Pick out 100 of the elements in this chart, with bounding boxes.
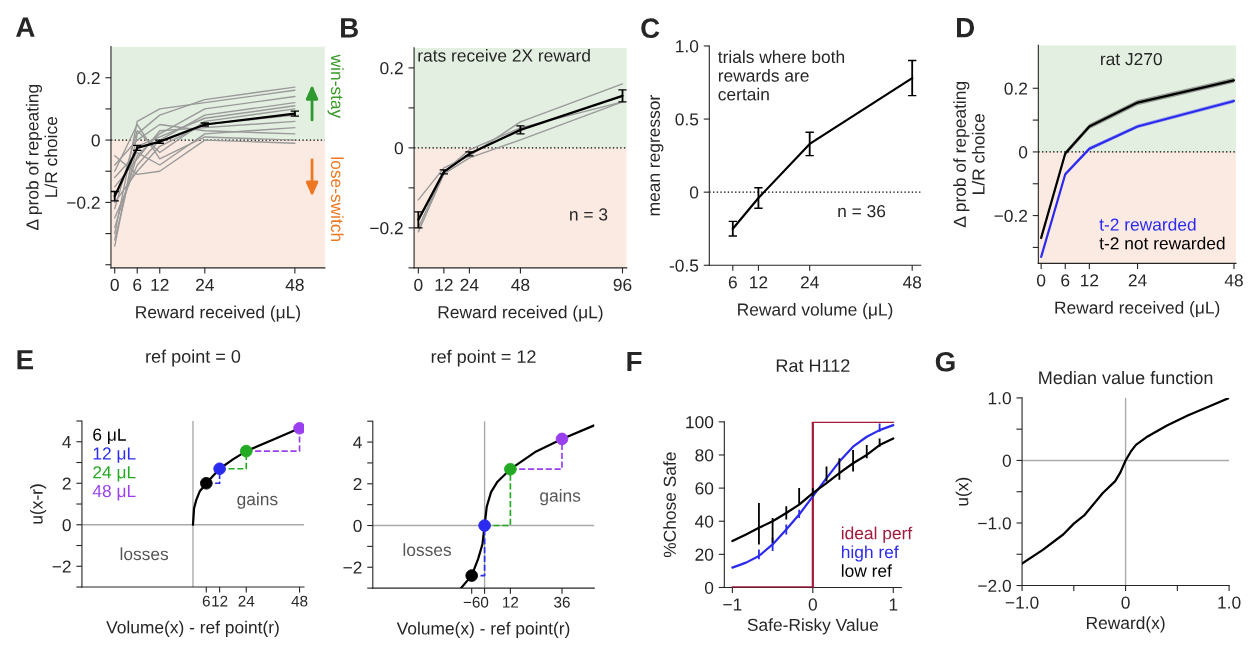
x-tick-label: 12 xyxy=(1081,274,1099,287)
text: F xyxy=(627,351,642,372)
x-tick-label: 0 xyxy=(110,278,119,292)
x-axis-title: Safe-Risky Value xyxy=(747,618,879,635)
x-tick-label: 48 xyxy=(285,278,304,292)
annotation: losses xyxy=(403,543,452,557)
x-tick-label: 12 xyxy=(435,278,453,291)
text: win-stay xyxy=(327,54,344,119)
x-axis-title: Reward received (μL) xyxy=(136,305,301,322)
y-tick-label: −0.2 xyxy=(994,209,1028,223)
y-tick-label: 0 xyxy=(62,518,71,532)
annotation: gains xyxy=(540,489,581,506)
x-axis-title: Reward volume (μL) xyxy=(738,302,893,320)
x-tick-label: 1 xyxy=(889,598,898,611)
y-tick-label: -0.5 xyxy=(669,259,699,272)
y-tick-label: 0 xyxy=(1002,454,1011,467)
text: high ref xyxy=(841,545,899,562)
y-tick-label: 100 xyxy=(686,416,714,429)
x-tick-label: −6 xyxy=(463,596,480,608)
x-tick-label: 0 xyxy=(480,596,489,608)
x-tick-label: 6 xyxy=(1061,274,1070,287)
y-tick-label: 0.2 xyxy=(1004,82,1028,95)
x-tick-label: 24 xyxy=(196,278,214,291)
x-axis-title: Reward received (μL) xyxy=(1055,301,1220,318)
text: G xyxy=(935,351,955,372)
x-tick-label: 12 xyxy=(503,596,519,608)
text: 48 μL xyxy=(92,484,136,501)
annotation: rat J270 xyxy=(1101,52,1162,66)
y-tick-label: 4 xyxy=(353,436,362,449)
x-tick-label: 24 xyxy=(238,595,255,607)
x-tick-label: 24 xyxy=(460,278,479,291)
x-tick-label: 6 xyxy=(728,276,737,289)
y-tick-label: −2 xyxy=(343,561,362,574)
y-tick-label: 0 xyxy=(689,186,699,199)
y-tick-label: 20 xyxy=(695,548,714,561)
y-tick-label: 1.0 xyxy=(676,40,699,53)
annotation: gains xyxy=(237,492,278,509)
x-axis-title: Volume(x) - ref point(r) xyxy=(396,621,570,638)
y-tick-label: 0.5 xyxy=(675,113,699,126)
x-tick-label: 12 xyxy=(151,278,169,291)
chart-title: ref point = 0 xyxy=(146,349,241,367)
y-tick-label: 4 xyxy=(62,436,72,449)
text: 6 μL xyxy=(93,428,126,445)
y-tick-label: 2 xyxy=(353,477,362,491)
y-tick-label: −1.0 xyxy=(978,517,1011,530)
y-axis-title: Δ prob of repeating L/R choice xyxy=(25,84,58,231)
x-tick-label: 0 xyxy=(1036,274,1046,287)
text: E xyxy=(17,350,34,370)
y-tick-label: 0 xyxy=(1018,146,1028,159)
text: C xyxy=(641,18,660,39)
y-tick-label: −2 xyxy=(52,560,71,573)
x-tick-label: 1.0 xyxy=(1218,596,1241,609)
y-axis-title: %Chose Safe xyxy=(663,452,676,558)
x-tick-label: 6 xyxy=(133,278,142,292)
y-tick-label: 0 xyxy=(91,134,100,147)
x-axis-title: Reward(x) xyxy=(1086,616,1165,633)
y-tick-label: 2 xyxy=(62,477,71,490)
x-tick-label: 24 xyxy=(800,276,819,289)
y-tick-label: −0.2 xyxy=(67,196,100,209)
text: 24 μL xyxy=(93,466,136,482)
y-axis-title: u(x-r) xyxy=(29,484,47,524)
chart-title: ref point = 12 xyxy=(431,349,536,367)
annotation: trials where both rewards are certain xyxy=(718,50,845,101)
x-tick-label: 0 xyxy=(808,598,817,611)
text: low ref xyxy=(841,564,892,577)
x-tick-label: 12 xyxy=(212,595,228,607)
x-tick-label: 48 xyxy=(902,276,922,289)
x-axis-title: Reward received (μL) xyxy=(438,305,603,322)
x-axis-title: Volume(x) - ref point(r) xyxy=(106,620,279,637)
y-axis-title: u(x) xyxy=(955,477,972,506)
text: t-2 rewarded xyxy=(1099,217,1196,231)
x-tick-label: 36 xyxy=(554,596,570,608)
y-axis-title: Δ prob of repeating L/R choice xyxy=(953,82,985,228)
annotation: n = 36 xyxy=(838,205,886,218)
x-tick-label: 24 xyxy=(1128,274,1147,287)
y-tick-label: −0.2 xyxy=(370,222,403,235)
y-tick-label: 0 xyxy=(353,519,362,532)
x-tick-label: 48 xyxy=(511,278,530,292)
y-tick-label: 0.2 xyxy=(77,71,100,85)
annotation: rats receive 2X reward xyxy=(418,48,590,62)
annotation: n = 3 xyxy=(570,208,608,221)
text: A xyxy=(16,17,35,37)
x-tick-label: 0 xyxy=(414,278,423,292)
text: D xyxy=(957,18,975,38)
x-tick-label: 0 xyxy=(1121,596,1130,609)
y-tick-label: 0 xyxy=(394,142,403,155)
text: B xyxy=(341,18,358,38)
y-tick-label: 60 xyxy=(695,482,714,495)
chart-title: Rat H112 xyxy=(776,359,850,373)
y-tick-label: 0 xyxy=(704,581,714,594)
y-tick-label: 80 xyxy=(695,449,714,462)
annotation: losses xyxy=(120,547,169,561)
y-tick-label: 0.2 xyxy=(380,62,403,75)
x-tick-label: 48 xyxy=(291,595,308,607)
y-tick-label: 40 xyxy=(695,515,714,528)
y-axis-title: mean regressor xyxy=(650,95,664,216)
text: t-2 not rewarded xyxy=(1099,236,1225,250)
x-tick-label: −1 xyxy=(723,598,742,611)
series-label: ideal perf xyxy=(841,526,913,543)
x-tick-label: 96 xyxy=(613,278,632,292)
